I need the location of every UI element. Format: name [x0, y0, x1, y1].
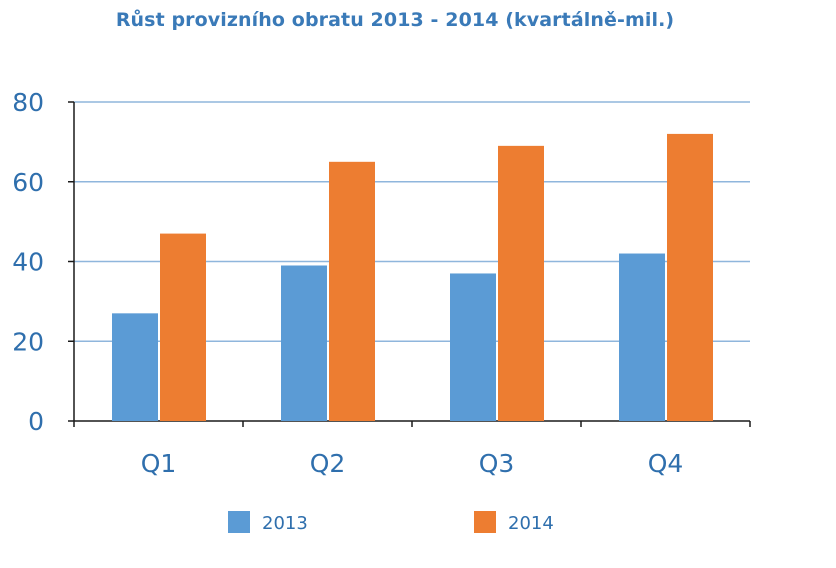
y-tick-label-60: 60	[12, 168, 44, 197]
y-tick-label-20: 20	[12, 327, 44, 356]
legend-label-2014: 2014	[508, 513, 554, 534]
y-tick-label-0: 0	[28, 407, 44, 436]
axis-labels: 0 20 40 60 80 Q1 Q2 Q3 Q4	[12, 88, 683, 478]
bar-2014-Q3	[498, 145, 544, 422]
y-tick-label-80: 80	[12, 88, 44, 117]
bar-2013-Q3	[450, 273, 496, 421]
bar-2014-Q2	[329, 161, 375, 421]
bar-2013-Q2	[281, 265, 327, 421]
bars	[112, 133, 713, 422]
legend-swatch-2013	[228, 511, 250, 533]
legend-swatch-2014	[474, 511, 496, 533]
bar-2013-Q1	[112, 313, 158, 421]
legend: 2013 2014	[228, 511, 554, 534]
y-tick-label-40: 40	[12, 248, 44, 277]
bar-2014-Q4	[667, 133, 713, 421]
legend-label-2013: 2013	[262, 513, 308, 534]
bar-2014-Q1	[160, 233, 206, 421]
x-tick-label-Q3: Q3	[479, 449, 515, 478]
x-tick-label-Q2: Q2	[310, 449, 346, 478]
chart-title: Růst provizního obratu 2013 - 2014 (kvar…	[115, 9, 675, 31]
x-tick-label-Q4: Q4	[648, 449, 684, 478]
x-tick-label-Q1: Q1	[141, 449, 177, 478]
bar-2013-Q4	[619, 253, 665, 421]
